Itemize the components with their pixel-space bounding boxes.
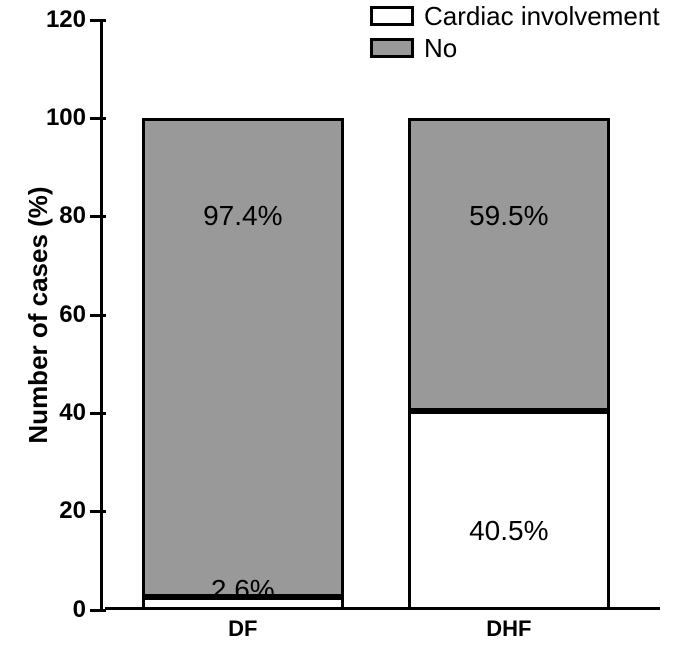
legend-label-cardiac: Cardiac involvement (424, 1, 660, 32)
plot-area: 97.4% 2.6% 59.5% 40.5% (100, 20, 660, 610)
x-tick-label-DF: DF (183, 616, 303, 642)
y-tick-label: 0 (73, 596, 86, 624)
legend-item-no: No (370, 32, 660, 64)
y-tick-label: 120 (46, 6, 86, 34)
y-tick (90, 412, 100, 415)
y-tick-label: 40 (59, 399, 86, 427)
x-tick-label-DHF: DHF (449, 616, 569, 642)
bar-segment-DF-no (142, 118, 344, 597)
y-tick (90, 510, 100, 513)
y-tick-inner (100, 117, 106, 120)
y-tick-inner (100, 314, 106, 317)
y-tick-label: 80 (59, 202, 86, 230)
value-label: 2.6% (163, 574, 323, 606)
y-tick-inner (100, 510, 106, 513)
value-label: 97.4% (163, 200, 323, 232)
legend-item-cardiac: Cardiac involvement (370, 0, 660, 32)
bar-segment-DHF-no (408, 118, 610, 411)
y-tick-label: 20 (59, 497, 86, 525)
y-tick-inner (100, 215, 106, 218)
y-axis-label: Number of cases (%) (23, 186, 54, 443)
y-tick (90, 215, 100, 218)
y-tick (90, 314, 100, 317)
bar-segment-DHF-cardiac (408, 411, 610, 610)
value-label: 59.5% (429, 200, 589, 232)
y-tick-inner (100, 609, 106, 612)
legend-swatch-no (370, 38, 414, 58)
stacked-bar-chart: Number of cases (%) 97.4%2.6%59.5%40.5% … (0, 0, 685, 654)
y-tick (90, 19, 100, 22)
y-tick (90, 609, 100, 612)
legend-swatch-cardiac (370, 6, 414, 26)
y-tick (90, 117, 100, 120)
y-tick-label: 60 (59, 301, 86, 329)
legend-label-no: No (424, 33, 457, 64)
y-tick-label: 100 (46, 104, 86, 132)
value-label: 40.5% (429, 515, 589, 547)
legend: Cardiac involvementNo (370, 0, 660, 64)
y-tick-inner (100, 412, 106, 415)
y-tick-inner (100, 19, 106, 22)
